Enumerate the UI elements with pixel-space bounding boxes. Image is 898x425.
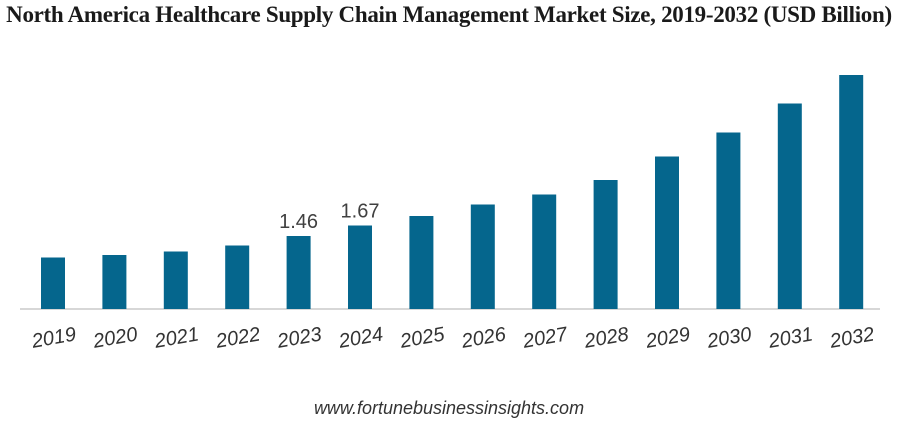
bars-group bbox=[41, 75, 864, 309]
x-tick-label: 2028 bbox=[582, 323, 631, 353]
data-label-2023: 1.46 bbox=[279, 211, 318, 233]
bar-2032 bbox=[839, 75, 864, 309]
x-tick-label: 2027 bbox=[520, 323, 569, 353]
bar-2028 bbox=[593, 180, 618, 309]
bar-2029 bbox=[655, 156, 679, 309]
bar-2025 bbox=[409, 216, 434, 309]
bar-2026 bbox=[470, 204, 495, 309]
bar-2021 bbox=[163, 251, 188, 309]
x-tick-label: 2026 bbox=[459, 323, 508, 353]
x-tick-label: 2032 bbox=[827, 323, 876, 353]
source-url: www.fortunebusinessinsights.com bbox=[313, 398, 585, 418]
x-tick-label: 2023 bbox=[275, 323, 324, 353]
bar-2023 bbox=[286, 236, 311, 309]
x-tick-label: 2025 bbox=[398, 323, 447, 353]
x-tick-label: 2024 bbox=[336, 323, 385, 353]
bar-2031 bbox=[777, 103, 802, 309]
bar-2027 bbox=[532, 194, 557, 309]
x-tick-label: 2020 bbox=[91, 323, 140, 353]
x-tick-label: 2019 bbox=[29, 323, 78, 353]
x-tick-labels-group: 2019 2020 2021 2022 2023 2024 2025 2026 2027 2028… bbox=[29, 323, 876, 353]
data-label-2024: 1.67 bbox=[341, 201, 380, 223]
x-tick-label: 2021 bbox=[152, 323, 201, 353]
chart-title: North America Healthcare Supply Chain Ma… bbox=[6, 2, 892, 27]
data-labels-group: 1.46 1.67 bbox=[279, 201, 379, 234]
x-tick-label: 2029 bbox=[643, 323, 692, 353]
bar-2022 bbox=[225, 245, 250, 309]
bar-2024 bbox=[348, 225, 372, 309]
bar-2030 bbox=[716, 132, 741, 309]
x-tick-label: 2022 bbox=[213, 323, 262, 353]
bar-2019 bbox=[41, 257, 65, 309]
x-tick-label: 2030 bbox=[705, 323, 754, 353]
bar-2020 bbox=[102, 255, 127, 309]
x-tick-label: 2031 bbox=[766, 323, 815, 353]
